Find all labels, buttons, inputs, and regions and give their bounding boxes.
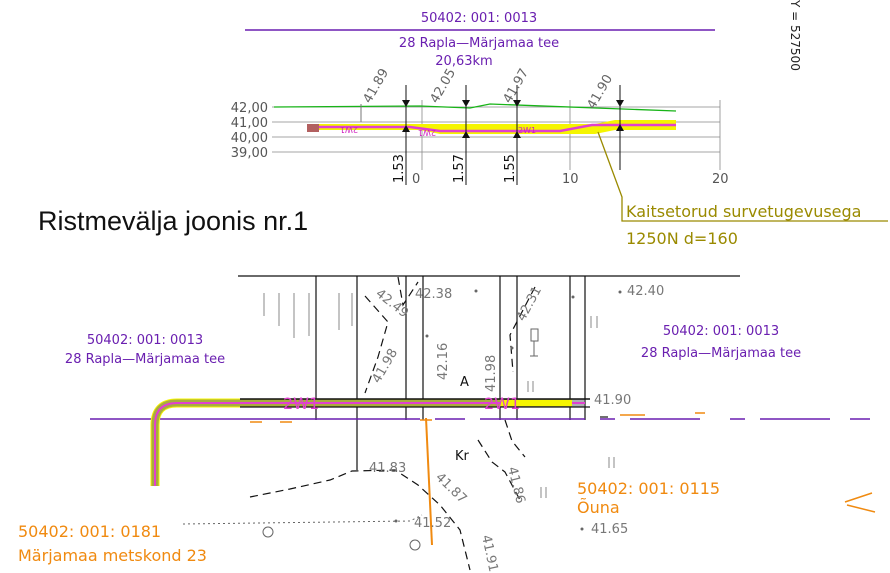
plan-point-label: A <box>460 375 469 390</box>
plan-highlight <box>500 400 572 406</box>
plan-elevation: 42.38 <box>415 287 452 302</box>
plan-elevation: 41.83 <box>369 461 406 476</box>
plan-elevation: 41.87 <box>432 470 469 507</box>
plan-trench-lines <box>315 276 586 470</box>
parcel-bottom-left-code: 50402: 001: 0181 <box>18 522 161 541</box>
plan-point-label: Kr <box>455 449 470 464</box>
profile-pipe-end <box>307 124 319 132</box>
profile-elevation: 41.89 <box>360 66 392 106</box>
plan-lane-mark: 2W1 <box>283 394 319 413</box>
parcel-bottom-left-name: Märjamaa metskond 23 <box>18 546 207 565</box>
section-km: 20,63km <box>435 54 492 69</box>
profile-elevation: 42.05 <box>427 66 459 106</box>
plan-point-marker <box>409 539 421 551</box>
plan-point-marker <box>262 526 274 538</box>
pipe-note-leader <box>597 131 888 222</box>
parcel-bottom-right-code: 50402: 001: 0115 <box>577 479 720 498</box>
profile-depth: 1.55 <box>503 154 518 183</box>
profile-xtick: 20 <box>712 172 729 187</box>
section-road: 28 Rapla—Märjamaa tee <box>399 36 559 51</box>
profile-pipe-line <box>308 123 676 133</box>
parcel-left-code: 50402: 001: 0013 <box>87 333 203 348</box>
plan-elevation: 42.49 <box>373 286 412 321</box>
plan-elevation: 42.40 <box>627 284 664 299</box>
plan-dotted-line <box>182 514 423 525</box>
plan-sign-symbol <box>530 328 539 342</box>
profile-elevation: 41.97 <box>500 66 532 106</box>
plan-orange-pipe <box>425 417 433 546</box>
profile-arrowheads <box>402 100 624 138</box>
plan-dots <box>394 289 622 531</box>
plan-elevation: 41.52 <box>414 516 451 531</box>
profile-depth: 1.53 <box>392 154 407 183</box>
profile-ground-line <box>273 103 677 112</box>
drawing-title: Ristmevälja joonis nr.1 <box>38 206 309 236</box>
parcel-right-code: 50402: 001: 0013 <box>663 324 779 339</box>
profile-xtick: 10 <box>562 172 579 187</box>
plan-elevation: 42.16 <box>436 343 451 380</box>
profile-xtick: 0 <box>412 172 420 187</box>
pipe-note-line1: Kaitsetorud survetugevusega <box>626 202 861 221</box>
section-code: 50402: 001: 0013 <box>421 11 537 26</box>
plan-elevation: 42.31 <box>514 284 545 324</box>
plan-ditch-lines <box>249 276 610 571</box>
plan-elevation: 41.90 <box>594 393 631 408</box>
parcel-right-road: 28 Rapla—Märjamaa tee <box>641 346 801 361</box>
profile-lane-mark: 2W1 <box>340 125 358 134</box>
plan-small-marks <box>527 316 615 498</box>
coordinate-label: Y = 527500 <box>788 0 802 71</box>
profile-ytick: 42,00 <box>231 101 268 116</box>
plan-elevation: 41.86 <box>504 465 528 505</box>
plan-elevation: 41.98 <box>484 355 499 392</box>
profile-ytick: 39,00 <box>231 146 268 161</box>
plan-hatching <box>263 293 353 338</box>
parcel-bottom-right-name: Õuna <box>577 498 620 517</box>
plan-elevation: 41.91 <box>478 534 500 573</box>
pipe-note-line2: 1250N d=160 <box>626 229 738 248</box>
parcel-left-road: 28 Rapla—Märjamaa tee <box>65 352 225 367</box>
plan-pipe-line <box>154 402 585 486</box>
plan-elevation: 41.65 <box>591 522 628 537</box>
profile-lane-mark: 2W1 <box>518 126 536 135</box>
profile-lane-mark: 2W1 <box>418 128 436 137</box>
parcel-boundary-segments <box>250 412 876 513</box>
profile-depth: 1.57 <box>452 154 467 183</box>
plan-lane-mark: 2W1 <box>484 394 520 413</box>
profile-elevation: 41.90 <box>584 72 616 112</box>
profile-pipe-band <box>307 120 676 134</box>
profile-ytick: 40,00 <box>231 131 268 146</box>
profile-ytick: 41,00 <box>231 116 268 131</box>
